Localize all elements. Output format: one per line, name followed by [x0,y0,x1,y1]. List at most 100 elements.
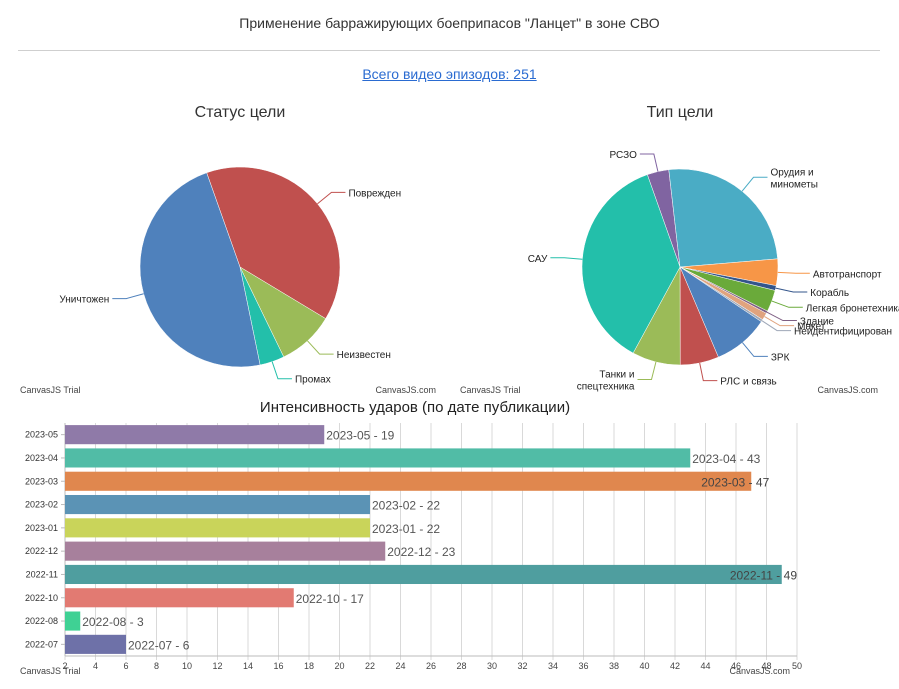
pie-label-рсзо: РСЗО [609,150,637,161]
pie-slice[interactable] [668,168,778,268]
bar-data-label: 2022-11 - 49 [730,568,797,582]
pie-label-leader [637,361,657,380]
x-tick-label: 48 [761,661,771,671]
x-tick-label: 38 [609,661,619,671]
bar-2023-02[interactable] [65,494,370,515]
bar-2022-08[interactable] [65,611,81,631]
pie-label-leader [741,176,768,192]
x-tick-label: 14 [243,661,253,671]
x-tick-label: 36 [578,661,588,671]
bar-data-label: 2023-05 - 19 [326,429,394,443]
pie-title: Статус цели [195,104,286,121]
x-tick-label: 24 [395,661,405,671]
pie-label-leader [764,316,795,327]
pie-slice[interactable] [206,166,341,319]
bar-2022-12[interactable] [65,541,386,561]
pie-label-легкая-бронетехника: Легкая бронетехника [806,302,899,314]
pie-label-leader [742,342,768,357]
pie-label-неизвестен: Неизвестен [337,350,391,361]
bar-data-label: 2023-01 - 22 [372,522,440,536]
watermark-site: CanvasJS.com [729,666,790,676]
pie-label-неидентифицирован: Неидентифицирован [794,326,892,338]
pie-label-зрк: ЗРК [771,352,790,363]
x-tick-label: 32 [517,661,527,671]
x-tick-label: 4 [93,661,98,671]
header-divider [18,50,880,51]
pie-label-leader [766,311,797,322]
pie-label-поврежден: Поврежден [348,188,401,199]
x-tick-label: 2 [62,661,67,671]
watermark-trial: CanvasJS Trial [20,666,81,676]
x-tick-label: 20 [334,661,344,671]
pie-label-leader [307,340,334,355]
bar-2023-01[interactable] [65,518,370,538]
x-tick-label: 30 [487,661,497,671]
pie-label-рлс-и-связь: РЛС и связь [720,377,776,388]
bar-chart-title: Интенсивность ударов (по дате публикации… [260,399,570,416]
pie-label-корабль: Корабль [810,287,849,299]
bar-data-label: 2022-12 - 23 [387,545,455,559]
pie-label-leader [775,287,808,293]
total-episodes-link[interactable]: Всего видео эпизодов: 251 [362,66,537,82]
x-tick-label: 18 [304,661,314,671]
pie-label-сау: САУ [528,254,548,265]
category-label: 2023-03 [25,476,58,486]
x-tick-label: 12 [212,661,222,671]
bar-2022-10[interactable] [65,588,294,608]
x-tick-label: 8 [154,661,159,671]
pie-label-leader [550,257,583,260]
x-tick-label: 16 [273,661,283,671]
category-label: 2022-10 [25,593,58,603]
category-label: 2022-08 [25,616,58,626]
category-label: 2023-05 [25,430,58,440]
pie-label-промах: Промах [295,375,331,386]
bar-data-label: 2022-08 - 3 [82,615,144,629]
pie-label-здание: Здание [800,317,835,328]
x-tick-label: 50 [792,661,802,671]
x-tick-label: 34 [548,661,558,671]
target-type-pie-chart: Тип цели РСЗО Орудия и минометы Автотранспор… [460,104,899,395]
pie-label-leader [317,191,346,205]
pie-slice[interactable] [139,172,261,368]
pie-label-leader [639,153,659,172]
x-tick-label: 26 [426,661,436,671]
x-tick-label: 22 [365,661,375,671]
pie-label-автотранспорт: Автотранспорт [813,269,882,280]
x-tick-label: 40 [639,661,649,671]
bar-2022-07[interactable] [65,634,126,654]
bar-data-label: 2023-02 - 22 [372,499,440,513]
category-label: 2023-02 [25,500,58,510]
bar-2023-04[interactable] [65,448,691,468]
category-label: 2023-01 [25,523,58,533]
bar-2022-11[interactable] [65,564,782,585]
watermark-site: CanvasJS.com [375,385,436,395]
pie-label-leader [777,271,810,274]
pie-label-leader [771,300,803,308]
strike-intensity-bar-chart: Интенсивность ударов (по дате публикации… [20,399,802,676]
bar-data-label: 2023-04 - 43 [692,452,760,466]
pie-label-танки-и-спецтехника: Танки и спецтехника [577,369,635,392]
pie-label-макет: Макет [797,322,826,333]
bar-data-label: 2022-10 - 17 [296,592,364,606]
x-tick-label: 10 [182,661,192,671]
x-tick-label: 28 [456,661,466,671]
x-tick-label: 44 [700,661,710,671]
bar-2023-05[interactable] [65,425,325,445]
target-status-pie-chart: Статус цели Поврежден Неизвестен Промах Унич… [20,104,436,395]
watermark-trial: CanvasJS Trial [20,385,81,395]
pie-title: Тип цели [647,104,714,121]
x-tick-label: 6 [123,661,128,671]
x-tick-label: 42 [670,661,680,671]
watermark-site: CanvasJS.com [817,385,878,395]
pie-label-leader [112,293,144,300]
category-label: 2022-07 [25,639,58,649]
category-label: 2023-04 [25,453,58,463]
category-label: 2022-12 [25,546,58,556]
bar-data-label: 2022-07 - 6 [128,638,190,652]
category-label: 2022-11 [26,569,58,579]
pie-label-уничтожен: Уничтожен [59,295,109,306]
bar-data-label: 2023-03 - 47 [701,475,769,489]
pie-label-орудия-и-минометы: Орудия и минометы [771,167,818,190]
pie-label-leader [271,361,292,380]
bar-2023-03[interactable] [65,471,752,491]
